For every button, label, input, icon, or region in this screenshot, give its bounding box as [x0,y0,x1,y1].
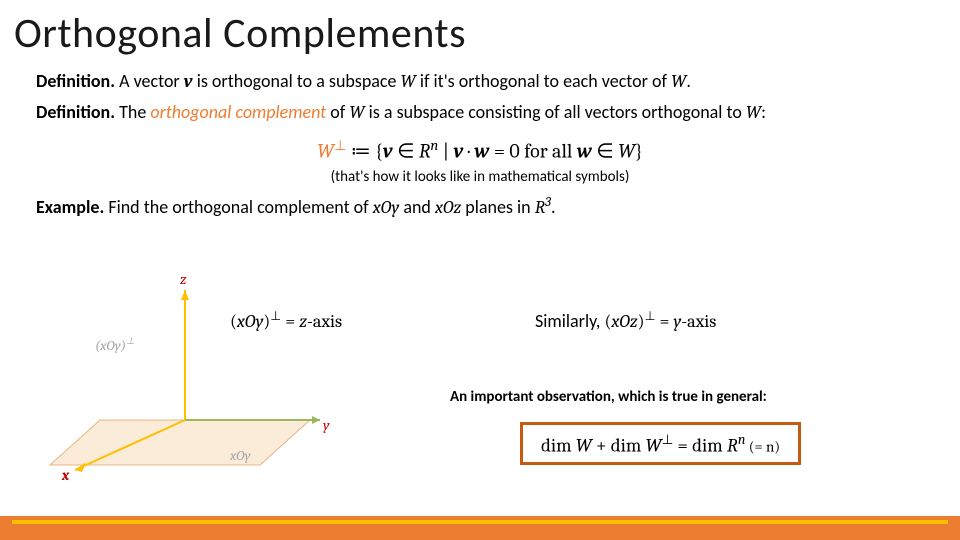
caption-text: (that's how it looks like in mathematica… [36,168,924,186]
result-1: (xOy)⊥ = z-axis [230,308,342,332]
f-Wperp: W [317,139,334,162]
f-perp: ⊥ [334,137,346,154]
f-close: } [635,139,643,162]
th-paren: (= n) [745,437,780,455]
def1-t2: is orthogonal to a subspace [193,70,401,92]
ex-and: and [399,196,435,218]
footer-inset [12,520,948,524]
example-line: Example. Find the orthogonal complement … [36,194,924,220]
z-arrow-icon [181,290,189,300]
f-forall: for all [524,139,577,162]
def2-W2: W [746,102,761,123]
diagram-svg: z y x xOy (xOy)⊥ [30,270,380,480]
label-xoy-perp: (xOy)⊥ [95,335,135,354]
def1-t1: A vector [115,70,184,92]
th-W2: W [646,434,662,456]
f-in: ∈ [393,139,419,162]
r1-axis: -axis [307,311,342,332]
def2-t4: : [761,101,766,123]
label-x: x [61,466,70,480]
label-y: y [323,416,330,434]
ex-post: . [551,196,556,218]
f-pipe: | [438,139,453,162]
page-title: Orthogonal Complements [0,0,960,59]
def1-v: v [184,71,193,92]
def2-t2: of [326,101,349,123]
ex-p1: xOy [373,197,400,218]
def1-label: Definition. [36,70,115,92]
def2-t3: is a subspace consisting of all vectors … [365,101,746,123]
th-plus: + [592,434,611,456]
ex-label: Example. [36,196,104,218]
f-W: W [618,139,635,162]
def2-term: orthogonal complement [150,101,326,123]
ex-R: R [535,197,545,218]
r2-prefix: Similarly, [535,310,605,332]
result-2: Similarly, (xOz)⊥ = y-axis [535,308,716,332]
f-inW: ∈ [592,139,618,162]
def1-t4: . [686,70,691,92]
r2-p: xOz [611,311,637,332]
r1-perp: ⊥ [270,310,281,324]
f-v: v [383,139,393,162]
f-R: R [419,139,430,162]
r2-axis: -axis [681,311,716,332]
f-eq0: = 0 [489,139,524,162]
theorem-box: dim W + dim W⊥ = dim Rn (= n) [520,422,801,465]
definition-1: Definition. A vector v is orthogonal to … [36,69,924,94]
r1-eq: = [281,311,299,332]
lower-area: z y x xOy (xOy)⊥ (xOy)⊥ = z-axis Similar… [30,270,930,500]
def2-t1: The [115,101,150,123]
def2-W: W [349,102,364,123]
th-dim2: dim [611,434,646,456]
def1-W2: W [671,71,686,92]
th-R: R [727,434,738,456]
y-arrow-icon [312,416,320,424]
th-W1: W [576,434,592,456]
observation-label: An important observation, which is true … [450,388,767,406]
label-z: z [180,270,187,288]
f-w2: w [577,139,592,162]
def2-label: Definition. [36,101,115,123]
footer-bar [0,516,960,540]
def1-t3: if it's orthogonal to each vector of [416,70,671,92]
ex-p2: xOz [435,197,461,218]
th-dim1: dim [541,434,576,456]
r2-perp: ⊥ [645,310,656,324]
f-coloneq: ≔ [346,139,375,162]
ex-mid: planes in [461,196,534,218]
f-open: { [375,139,383,162]
formula-line: W⊥ ≔ {v ∈ Rn | v · w = 0 for all w ∈ W} [36,136,924,163]
ex-t1: Find the orthogonal complement of [104,196,373,218]
f-w: w [474,139,489,162]
r1-p: xOy [237,311,264,332]
def1-W: W [401,71,416,92]
r1-open: ( [230,311,237,332]
label-xoy: xOy [229,447,252,464]
r2-close: ) [638,311,645,332]
r1-z: z [299,311,307,332]
th-eq: = [673,434,692,456]
th-perp: ⊥ [662,433,674,448]
content-area: Definition. A vector v is orthogonal to … [0,59,960,221]
th-dim3: dim [692,434,727,456]
plane-xoy [50,420,310,465]
definition-2: Definition. The orthogonal complement of… [36,100,924,125]
f-dot: · [463,139,470,162]
r2-eq: = [656,311,674,332]
f-v2: v [454,139,464,162]
